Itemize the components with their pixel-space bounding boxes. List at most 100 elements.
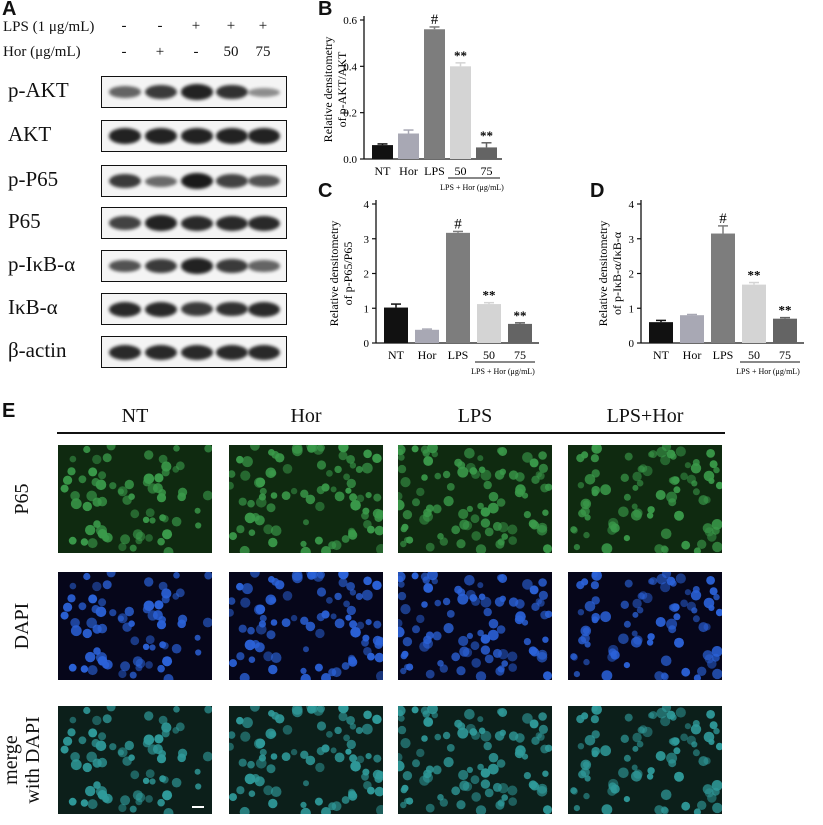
- chart-c: 0 1 2 3 4 Relative densitometryof p-P65/P65 NT…: [327, 199, 539, 376]
- condition-label-lps: LPS (1 μg/mL): [3, 19, 95, 35]
- condition-sign: 75: [255, 44, 271, 60]
- blot-band: [145, 215, 177, 231]
- blot-band: [181, 215, 213, 231]
- blot-row-label: p-IκB-α: [8, 252, 76, 276]
- blot-band: [248, 174, 280, 188]
- microscopy-row-label-line1: P65: [11, 483, 33, 515]
- microscopy-column-header: NT: [121, 405, 149, 427]
- y-tick-label: 0.0: [343, 154, 357, 166]
- bar: [711, 233, 735, 343]
- micrograph-dapi: [58, 572, 212, 680]
- category-label: 75: [481, 164, 493, 178]
- y-tick-label: 1: [629, 303, 635, 315]
- blot-band: [145, 85, 177, 99]
- blot-band: [181, 344, 213, 360]
- bar: [649, 322, 673, 343]
- condition-sign: +: [191, 18, 201, 34]
- group-label: LPS + Hor (μg/mL): [440, 183, 504, 192]
- microscopy-column-header: Hor: [290, 405, 322, 427]
- category-label: Hor: [418, 348, 437, 362]
- blot-row-label: IκB-α: [8, 295, 58, 319]
- significance-mark: **: [483, 288, 496, 303]
- microscopy-row-label-line1: DAPI: [11, 602, 33, 650]
- condition-sign: -: [193, 44, 199, 60]
- blot-band: [216, 174, 248, 188]
- blot-strip: [101, 250, 287, 282]
- category-label: NT: [653, 348, 670, 362]
- blot-band: [145, 259, 177, 273]
- blot-strip: [101, 207, 287, 239]
- bar: [680, 315, 704, 343]
- blot-row-label: p-P65: [8, 167, 59, 191]
- bar: [477, 304, 501, 343]
- category-label: LPS: [424, 164, 445, 178]
- blot-band: [109, 216, 141, 230]
- micrograph-p65: [58, 445, 212, 553]
- bar: [450, 66, 471, 159]
- y-tick-label: 0: [629, 338, 635, 350]
- y-axis-label-line1: Relative densitometry: [596, 221, 610, 327]
- blot-band: [109, 301, 141, 317]
- y-tick-label: 4: [629, 199, 635, 211]
- bar: [424, 29, 445, 160]
- blot-band: [109, 128, 141, 144]
- blot-row-label: P65: [8, 209, 41, 233]
- y-axis-label: Relative densitometryof p-IκB-α/IκB-α: [596, 221, 624, 327]
- y-tick-label: 4: [364, 199, 370, 211]
- blot-strip: [101, 293, 287, 325]
- condition-sign: -: [157, 18, 163, 34]
- significance-mark: **: [480, 128, 493, 143]
- y-tick-label: 2: [364, 269, 370, 281]
- blot-band: [109, 259, 141, 273]
- condition-label-hor: Hor (μg/mL): [3, 44, 81, 60]
- panel-letter-e: E: [2, 400, 16, 422]
- condition-sign: -: [121, 44, 127, 60]
- micrograph-dapi: [398, 572, 552, 680]
- microscopy-row-label: DAPI: [0, 566, 46, 686]
- blot-band: [109, 344, 141, 360]
- blot-band: [181, 302, 213, 316]
- blot-band: [248, 128, 280, 144]
- micrograph-p65: [229, 445, 383, 553]
- blot-band: [109, 174, 141, 188]
- blot-band: [216, 301, 248, 317]
- category-label: LPS: [713, 348, 734, 362]
- y-axis-label-line1: Relative densitometry: [327, 221, 341, 327]
- blot-band: [248, 344, 280, 360]
- condition-sign: +: [226, 18, 236, 34]
- blot-strip: [101, 165, 287, 197]
- y-axis-label-line2: of p-P65/P65: [341, 242, 355, 306]
- blot-band: [109, 86, 141, 98]
- y-tick-label: 2: [629, 269, 635, 281]
- blot-band: [216, 128, 248, 144]
- group-label: LPS + Hor (μg/mL): [471, 367, 535, 376]
- chart-b: 0.0 0.2 0.4 0.6 Relative densitometryof p-AK…: [321, 12, 504, 192]
- y-tick-label: 1: [364, 303, 370, 315]
- blot-band: [248, 301, 280, 317]
- y-tick-label: 3: [629, 234, 635, 246]
- significance-mark: **: [779, 303, 792, 318]
- bar: [398, 133, 419, 159]
- significance-mark: **: [748, 268, 761, 283]
- y-axis-label: Relative densitometryof p-AKT/AKT: [321, 37, 349, 143]
- category-label: 50: [483, 348, 495, 362]
- category-label: NT: [388, 348, 405, 362]
- blot-row-label: AKT: [8, 122, 52, 146]
- micrograph-p65: [568, 445, 722, 553]
- category-label: NT: [375, 164, 392, 178]
- significance-mark: **: [514, 308, 527, 323]
- blot-band: [216, 215, 248, 231]
- category-label: Hor: [399, 164, 418, 178]
- category-label: 50: [455, 164, 467, 178]
- bar: [773, 318, 797, 343]
- blot-band: [181, 84, 213, 100]
- panel-letter-b: B: [318, 0, 333, 20]
- y-tick-label: 0.2: [343, 108, 357, 120]
- microscopy-row-label: P65: [0, 439, 46, 559]
- panel-letter-a: A: [2, 0, 17, 20]
- bar: [415, 329, 439, 343]
- bar: [476, 147, 497, 159]
- blot-band: [181, 258, 213, 274]
- blot-band: [145, 175, 177, 187]
- group-label: LPS + Hor (μg/mL): [736, 367, 800, 376]
